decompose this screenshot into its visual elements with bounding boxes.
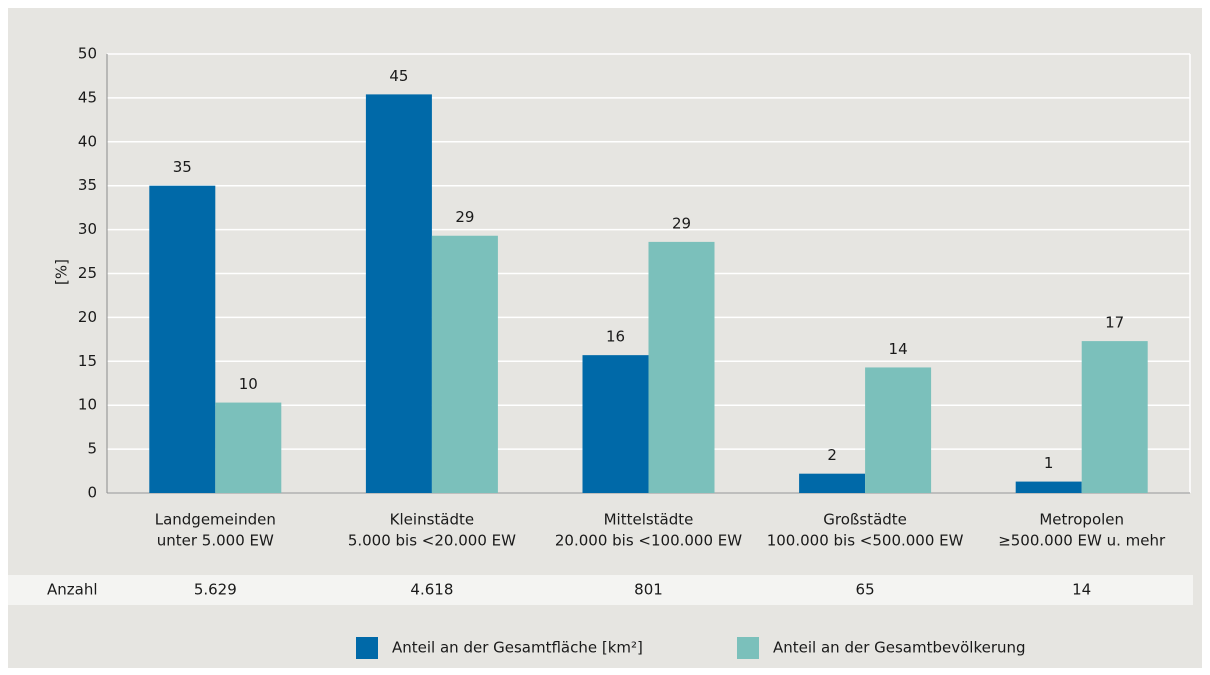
bar <box>215 402 282 493</box>
x-tick-sublabel: 5.000 bis <20.000 EW <box>348 532 516 550</box>
x-tick-label: Großstädte <box>823 511 907 529</box>
table-row <box>8 575 1193 605</box>
y-tick-label: 15 <box>78 352 97 370</box>
value-label: 14 <box>889 340 908 358</box>
table-label: Anzahl <box>47 581 98 599</box>
x-tick-sublabel: unter 5.000 EW <box>157 532 274 550</box>
value-label: 35 <box>173 158 192 176</box>
value-label: 2 <box>827 446 837 464</box>
value-label: 1 <box>1044 454 1054 472</box>
value-label: 16 <box>606 328 625 346</box>
y-tick-label: 20 <box>78 308 97 326</box>
y-tick-label: 25 <box>78 264 97 282</box>
bar <box>582 355 649 493</box>
table-value: 4.618 <box>410 581 453 599</box>
bar <box>431 235 498 493</box>
bar <box>365 94 432 493</box>
bar <box>648 241 715 493</box>
y-tick-label: 10 <box>78 396 97 414</box>
value-label: 10 <box>239 375 258 393</box>
y-tick-label: 50 <box>78 45 97 63</box>
x-tick-sublabel: 100.000 bis <500.000 EW <box>767 532 964 550</box>
x-tick-sublabel: 20.000 bis <100.000 EW <box>555 532 742 550</box>
table-value: 5.629 <box>194 581 237 599</box>
y-axis-label: [%] <box>53 259 71 285</box>
bar <box>149 185 216 493</box>
x-tick-label: Kleinstädte <box>390 511 474 529</box>
x-tick-label: Metropolen <box>1039 511 1124 529</box>
x-tick-label: Mittelstädte <box>604 511 694 529</box>
value-label: 29 <box>672 214 691 232</box>
legend-label: Anteil an der Gesamtfläche [km²] <box>392 639 643 657</box>
table-value: 14 <box>1072 581 1091 599</box>
x-tick-label: Landgemeinden <box>155 511 276 529</box>
legend-swatch <box>737 637 759 659</box>
y-tick-label: 45 <box>78 88 97 106</box>
y-tick-label: 35 <box>78 176 97 194</box>
bar <box>865 367 932 493</box>
bar <box>1015 481 1082 493</box>
legend-swatch <box>356 637 378 659</box>
legend-label: Anteil an der Gesamtbevölkerung <box>773 639 1026 657</box>
value-label: 29 <box>455 208 474 226</box>
table-value: 65 <box>856 581 875 599</box>
y-tick-label: 0 <box>87 484 97 502</box>
value-label: 17 <box>1105 314 1124 332</box>
y-tick-label: 5 <box>87 440 97 458</box>
bar <box>1081 341 1148 493</box>
value-label: 45 <box>389 67 408 85</box>
x-tick-sublabel: ≥500.000 EW u. mehr <box>998 532 1166 550</box>
y-tick-label: 40 <box>78 132 97 150</box>
table-value: 801 <box>634 581 663 599</box>
bar <box>799 473 866 493</box>
y-tick-label: 30 <box>78 220 97 238</box>
